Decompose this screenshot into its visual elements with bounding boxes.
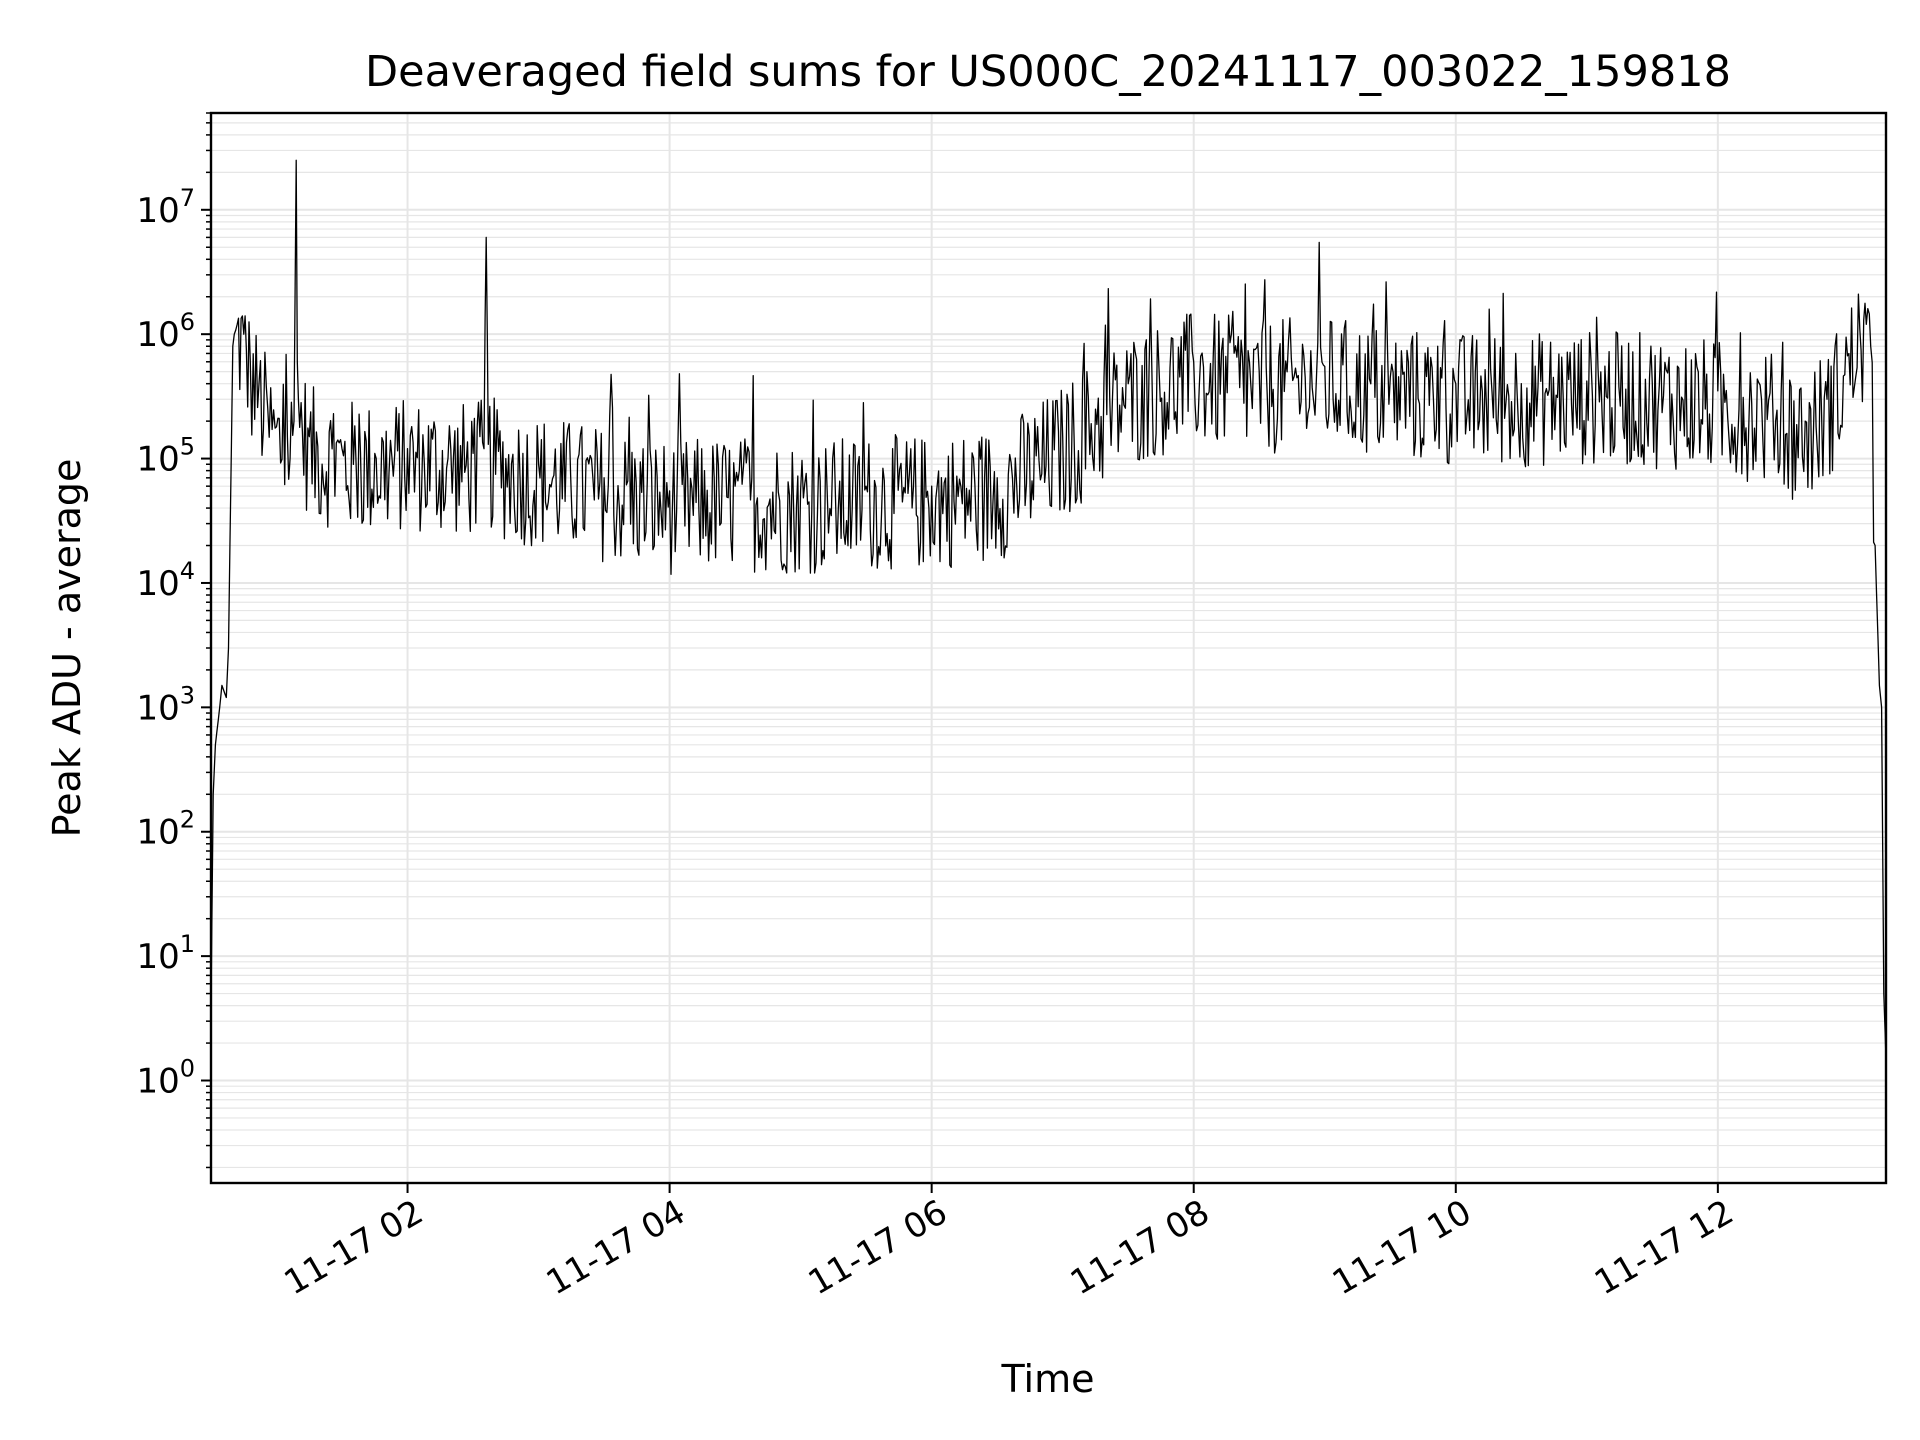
plot-frame: [209, 111, 1888, 1185]
y-tick-label: 107: [136, 184, 195, 231]
y-tick-label: 105: [136, 433, 195, 480]
y-tick-label: 104: [136, 557, 195, 604]
y-axis-label: Peak ADU - average: [45, 459, 89, 838]
series-line: [210, 159, 1887, 1059]
data-layer: [210, 159, 1887, 1059]
y-tick-label: 106: [136, 308, 195, 355]
x-axis-label: Time: [1001, 1357, 1095, 1401]
y-tick-label: 100: [136, 1055, 195, 1102]
y-tick-label: 103: [136, 681, 195, 728]
y-tick-label: 102: [136, 806, 195, 853]
y-axis: 100 101 102 103 104 105 106 107: [136, 184, 211, 1102]
chart-title: Deaveraged field sums for US000C_2024111…: [365, 47, 1731, 97]
y-tick-label: 101: [136, 930, 195, 977]
grid: [206, 112, 1886, 1183]
